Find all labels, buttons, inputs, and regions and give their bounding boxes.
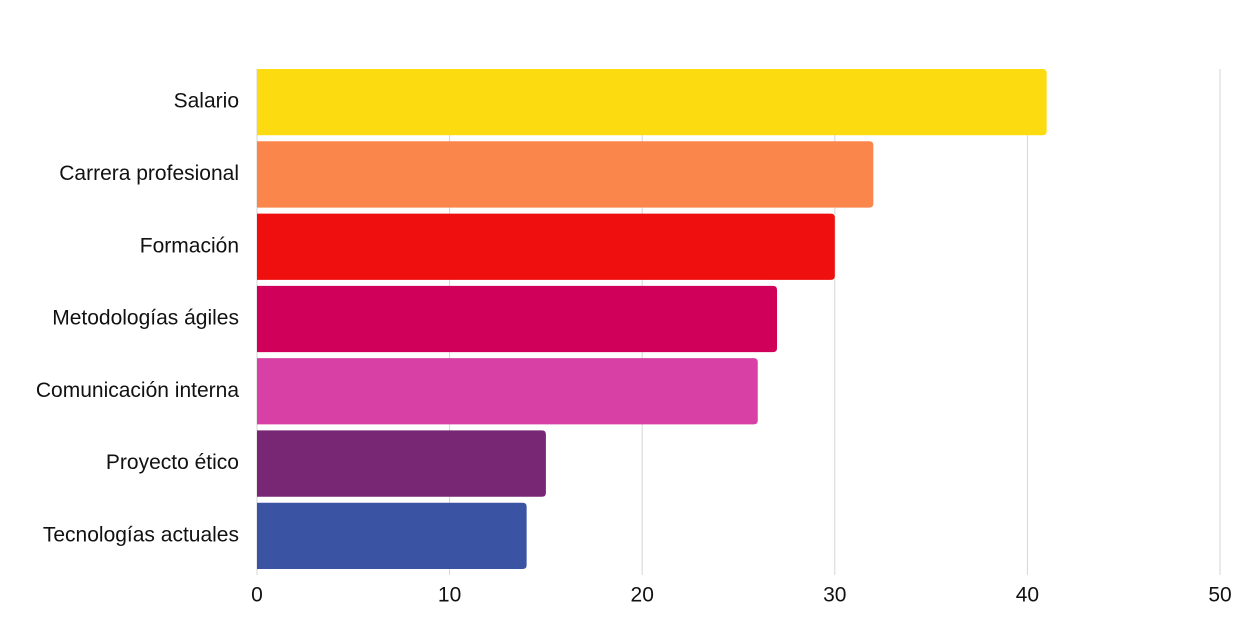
x-tick-label: 10 (438, 584, 461, 607)
bar (257, 358, 758, 425)
x-tick-label: 0 (251, 584, 263, 607)
x-tick-label: 50 (1208, 584, 1231, 607)
y-tick-label: Metodologías ágiles (52, 307, 239, 330)
y-tick-label: Tecnologías actuales (43, 523, 239, 546)
bar (257, 502, 527, 569)
bar (257, 141, 874, 208)
y-tick-label: Comunicación interna (36, 379, 239, 402)
x-tick-label: 30 (823, 584, 846, 607)
bar (257, 285, 778, 353)
y-tick-label: Formación (140, 234, 239, 257)
bar (257, 430, 546, 497)
x-tick-label: 20 (631, 584, 654, 607)
bar (257, 213, 835, 280)
y-tick-label: Salario (174, 90, 239, 113)
y-tick-label: Carrera profesional (59, 162, 239, 185)
y-tick-label: Proyecto ético (106, 451, 239, 474)
x-tick-label: 40 (1016, 584, 1039, 607)
bar (257, 69, 1047, 136)
